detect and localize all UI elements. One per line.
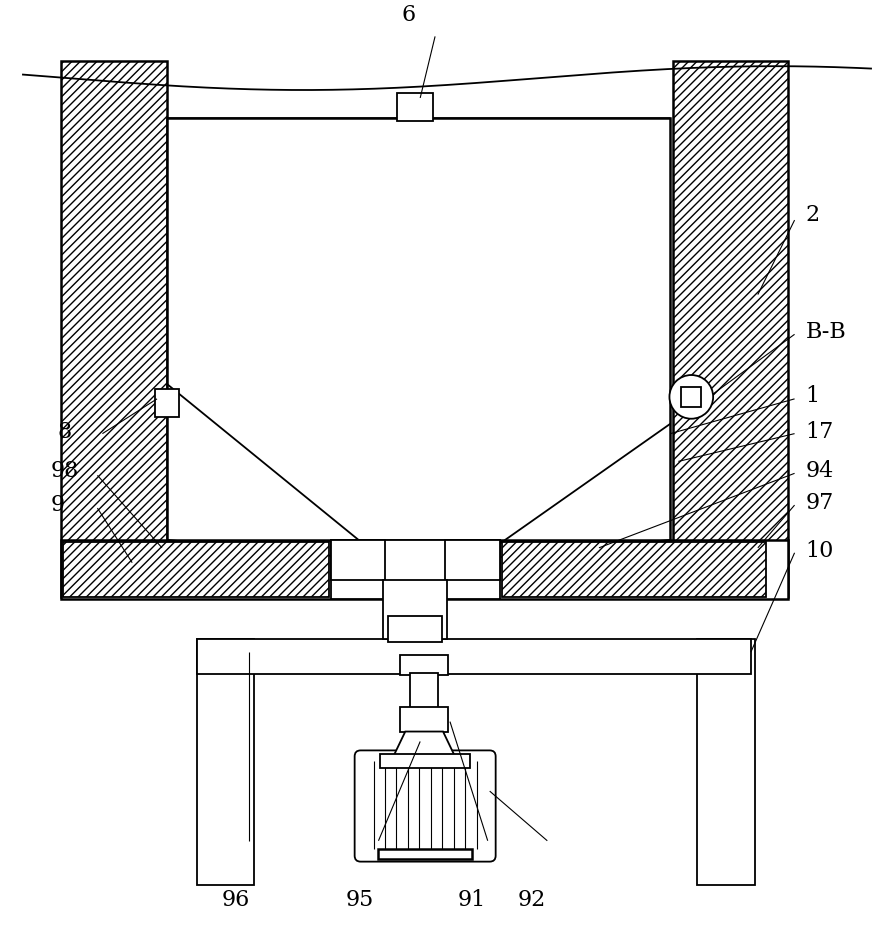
Bar: [63, 542, 329, 597]
Text: 94: 94: [805, 460, 834, 482]
Bar: [384, 579, 447, 639]
Polygon shape: [393, 731, 455, 756]
Bar: [61, 61, 167, 597]
Text: 97: 97: [805, 492, 834, 514]
Bar: [401, 707, 448, 731]
Bar: [167, 118, 670, 540]
Bar: [197, 639, 255, 885]
Bar: [197, 639, 751, 674]
Bar: [681, 387, 701, 407]
Text: B-B: B-B: [805, 321, 847, 343]
Text: 9: 9: [51, 495, 65, 516]
Bar: [697, 639, 755, 885]
Bar: [397, 93, 433, 121]
FancyBboxPatch shape: [355, 750, 495, 862]
Bar: [61, 540, 788, 599]
Text: 95: 95: [346, 889, 374, 911]
Bar: [445, 540, 500, 579]
Text: 2: 2: [805, 204, 820, 226]
Text: 8: 8: [58, 420, 72, 442]
Bar: [381, 754, 470, 768]
Text: 6: 6: [401, 5, 416, 27]
Bar: [331, 540, 385, 579]
Text: 92: 92: [518, 889, 545, 911]
Text: 17: 17: [805, 420, 834, 442]
Bar: [155, 389, 179, 417]
Bar: [502, 542, 766, 597]
Bar: [673, 61, 788, 597]
Bar: [410, 673, 438, 708]
Text: 1: 1: [805, 385, 820, 407]
Bar: [378, 848, 472, 859]
Text: 10: 10: [805, 540, 834, 562]
Bar: [331, 540, 500, 599]
Bar: [401, 655, 448, 675]
Circle shape: [670, 375, 713, 418]
Text: 96: 96: [222, 889, 249, 911]
Bar: [388, 616, 442, 642]
Text: 98: 98: [51, 460, 80, 482]
Text: 91: 91: [458, 889, 486, 911]
